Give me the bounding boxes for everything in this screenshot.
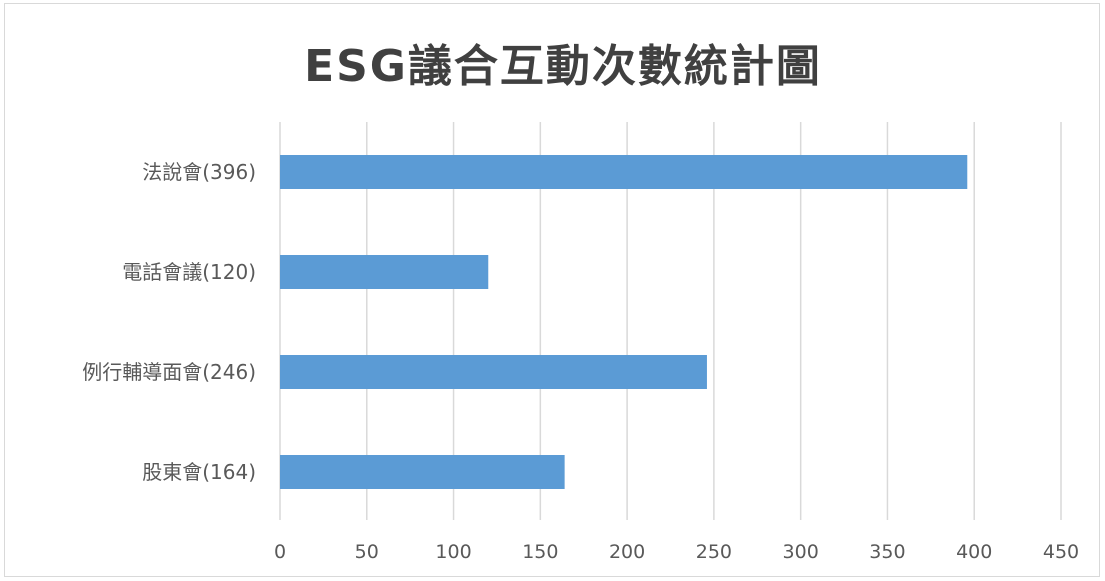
bar-2 [280, 355, 707, 389]
x-tick-label-200: 200 [609, 541, 645, 563]
x-tick-label-0: 0 [274, 541, 286, 563]
bar-3 [280, 455, 565, 489]
category-label-2: 例行輔導面會(246) [82, 360, 256, 384]
x-tick-label-50: 50 [355, 541, 379, 563]
x-tick-label-150: 150 [522, 541, 558, 563]
bar-0 [280, 155, 968, 189]
x-tick-label-300: 300 [783, 541, 819, 563]
x-tick-label-450: 450 [1043, 541, 1079, 563]
x-tick-label-350: 350 [869, 541, 905, 563]
x-tick-label-250: 250 [696, 541, 732, 563]
chart-title: ESG議合互動次數統計圖 [304, 41, 822, 92]
bars [280, 155, 968, 489]
x-axis-tick-labels: 0 50 100 150 200 250 300 350 400 450 [274, 541, 1079, 563]
bar-1 [280, 255, 489, 289]
category-labels: 法說會(396) 電話會議(120) 例行輔導面會(246) 股東會(164) [82, 160, 256, 484]
category-label-1: 電話會議(120) [122, 260, 256, 284]
category-label-0: 法說會(396) [142, 160, 256, 184]
x-tick-label-400: 400 [956, 541, 992, 563]
category-label-3: 股東會(164) [142, 460, 256, 484]
x-tick-label-100: 100 [435, 541, 471, 563]
